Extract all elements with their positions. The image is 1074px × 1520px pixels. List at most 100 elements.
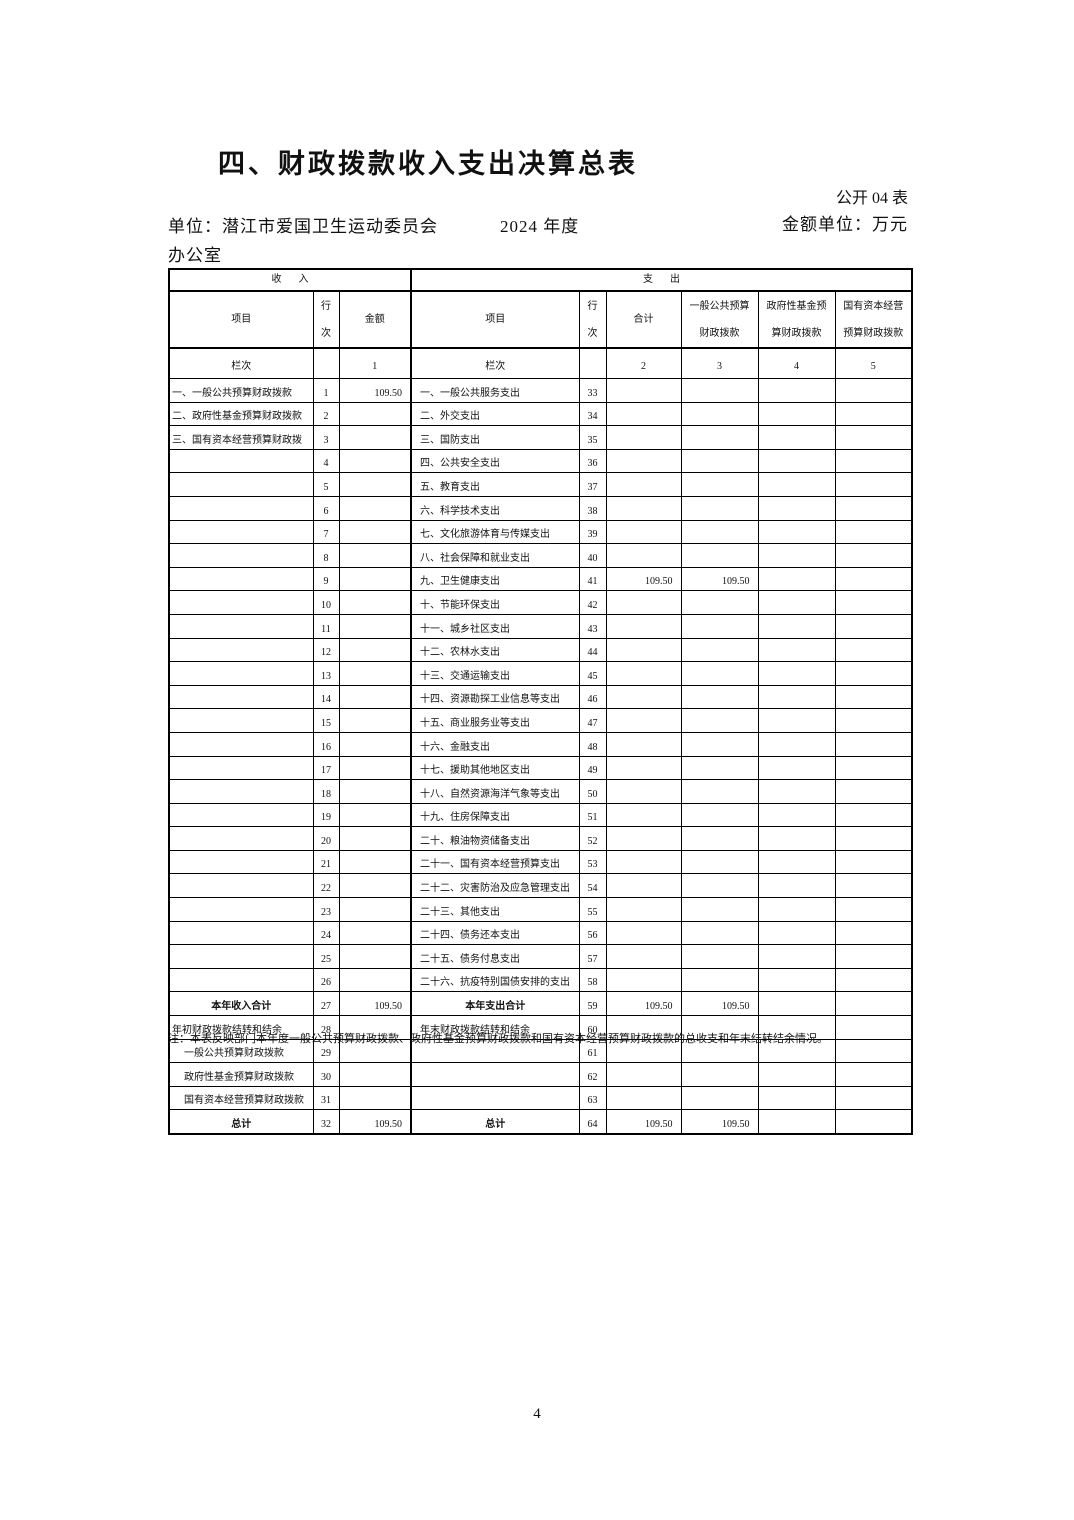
- general-budget-cell: [680, 1062, 759, 1087]
- general-budget-cell: [680, 967, 759, 993]
- income-amount-cell: [338, 779, 412, 804]
- expense-item-cell: [410, 1038, 580, 1064]
- expense-total-cell: [605, 684, 682, 710]
- table-row: 26 二十六、抗疫特别国债安排的支出 58: [168, 967, 913, 993]
- gov-fund-cell: [757, 779, 836, 804]
- expense-line-cell: 42: [578, 590, 607, 615]
- income-item-cell: [168, 637, 314, 663]
- gov-fund-cell: [757, 708, 836, 733]
- state-capital-cell: [834, 802, 913, 828]
- income-line-cell: 27: [312, 991, 340, 1017]
- state-capital-cell: [834, 425, 913, 450]
- income-line-cell: 21: [312, 849, 340, 875]
- income-amount-cell: [338, 897, 412, 922]
- income-line-cell: 11: [312, 613, 340, 639]
- income-item-header: 项目: [168, 290, 314, 349]
- general-budget-cell: [680, 802, 759, 828]
- income-amount-cell: [338, 1062, 412, 1087]
- expense-item-cell: 十八、自然资源海洋气象等支出: [410, 779, 580, 804]
- expense-total-cell: [605, 1015, 682, 1040]
- state-capital-cell: [834, 1015, 913, 1040]
- general-budget-cell: [680, 708, 759, 733]
- expense-total-cell: [605, 944, 682, 969]
- state-capital-cell: [834, 755, 913, 781]
- expense-line-cell: 40: [578, 543, 607, 568]
- general-budget-cell: [680, 590, 759, 615]
- expense-total-cell: [605, 802, 682, 828]
- gov-fund-cell: [757, 1085, 836, 1111]
- state-capital-cell: [834, 920, 913, 946]
- state-capital-cell: [834, 944, 913, 969]
- table-row: 25 二十五、债务付息支出 57: [168, 944, 913, 969]
- table-row: 16 十六、金融支出 48: [168, 731, 913, 757]
- expense-item-cell: [410, 1085, 580, 1111]
- income-item-cell: [168, 967, 314, 993]
- table-row: 9 九、卫生健康支出 41 109.50 109.50: [168, 566, 913, 592]
- expense-total-cell: [605, 637, 682, 663]
- expense-total-header: 合计: [605, 290, 682, 349]
- income-amount-cell: [338, 873, 412, 899]
- expense-total-cell: [605, 826, 682, 851]
- income-line-cell: 12: [312, 637, 340, 663]
- gov-fund-cell: [757, 849, 836, 875]
- income-item-cell: [168, 590, 314, 615]
- income-line-cell: 22: [312, 873, 340, 899]
- state-capital-cell: [834, 684, 913, 710]
- income-item-cell: [168, 826, 314, 851]
- expense-line-cell: 38: [578, 495, 607, 521]
- expense-item-cell: 八、社会保障和就业支出: [410, 543, 580, 568]
- income-amount-cell: [338, 1085, 412, 1111]
- page-title: 四、财政拨款收入支出决算总表: [218, 149, 638, 179]
- state-capital-cell: [834, 967, 913, 993]
- income-amount-cell: [338, 637, 412, 663]
- expense-item-cell: 五、教育支出: [410, 472, 580, 497]
- income-amount-cell: [338, 495, 412, 521]
- income-item-cell: 年初财政拨款结转和结余: [168, 1015, 314, 1040]
- state-capital-cell: [834, 519, 913, 545]
- general-budget-cell: 109.50: [680, 566, 759, 592]
- gov-fund-cell: [757, 684, 836, 710]
- income-item-cell: 国有资本经营预算财政拨款: [168, 1085, 314, 1111]
- table-row: 23 二十三、其他支出 55: [168, 897, 913, 922]
- table-row: 12 十二、农林水支出 44: [168, 637, 913, 663]
- gov-fund-cell: [757, 448, 836, 474]
- income-line-cell: 4: [312, 448, 340, 474]
- general-budget-cell: [680, 1038, 759, 1064]
- expense-total-cell: [605, 543, 682, 568]
- expense-item-cell: 十三、交通运输支出: [410, 661, 580, 686]
- gov-fund-cell: [757, 378, 836, 403]
- income-item-cell: [168, 920, 314, 946]
- expense-total-cell: [605, 472, 682, 497]
- column-index-row: 栏次 1 栏次 2 3 4 5: [168, 347, 913, 379]
- table-row: 19 十九、住房保障支出 51: [168, 802, 913, 828]
- state-capital-cell: [834, 1085, 913, 1111]
- state-capital-cell: [834, 779, 913, 804]
- income-line-cell: 31: [312, 1085, 340, 1111]
- state-capital-cell: [834, 637, 913, 663]
- income-item-cell: [168, 873, 314, 899]
- column-index-1: 1: [338, 347, 412, 379]
- state-capital-cell: [834, 1038, 913, 1064]
- table-row: 14 十四、资源勘探工业信息等支出 46: [168, 684, 913, 710]
- expense-line-cell: 37: [578, 472, 607, 497]
- expense-total-cell: [605, 1085, 682, 1111]
- expense-line-cell: 55: [578, 897, 607, 922]
- income-amount-cell: [338, 708, 412, 733]
- expense-line-cell: 50: [578, 779, 607, 804]
- income-amount-cell: [338, 613, 412, 639]
- expense-item-cell: 二十二、灾害防治及应急管理支出: [410, 873, 580, 899]
- expense-total-cell: [605, 378, 682, 403]
- expense-total-cell: 109.50: [605, 1109, 682, 1135]
- table-row: 21 二十一、国有资本经营预算支出 53: [168, 849, 913, 875]
- table-row: 本年收入合计 27 109.50 本年支出合计 59 109.50 109.50: [168, 991, 913, 1017]
- income-amount-cell: [338, 684, 412, 710]
- income-item-cell: 一、一般公共预算财政拨款: [168, 378, 314, 403]
- state-capital-cell: [834, 708, 913, 733]
- income-item-cell: 总计: [168, 1109, 314, 1135]
- income-item-cell: [168, 944, 314, 969]
- general-budget-cell: [680, 472, 759, 497]
- expense-item-cell: 总计: [410, 1109, 580, 1135]
- income-line-cell: 17: [312, 755, 340, 781]
- column-index-5: 5: [834, 347, 913, 379]
- expense-line-cell: 45: [578, 661, 607, 686]
